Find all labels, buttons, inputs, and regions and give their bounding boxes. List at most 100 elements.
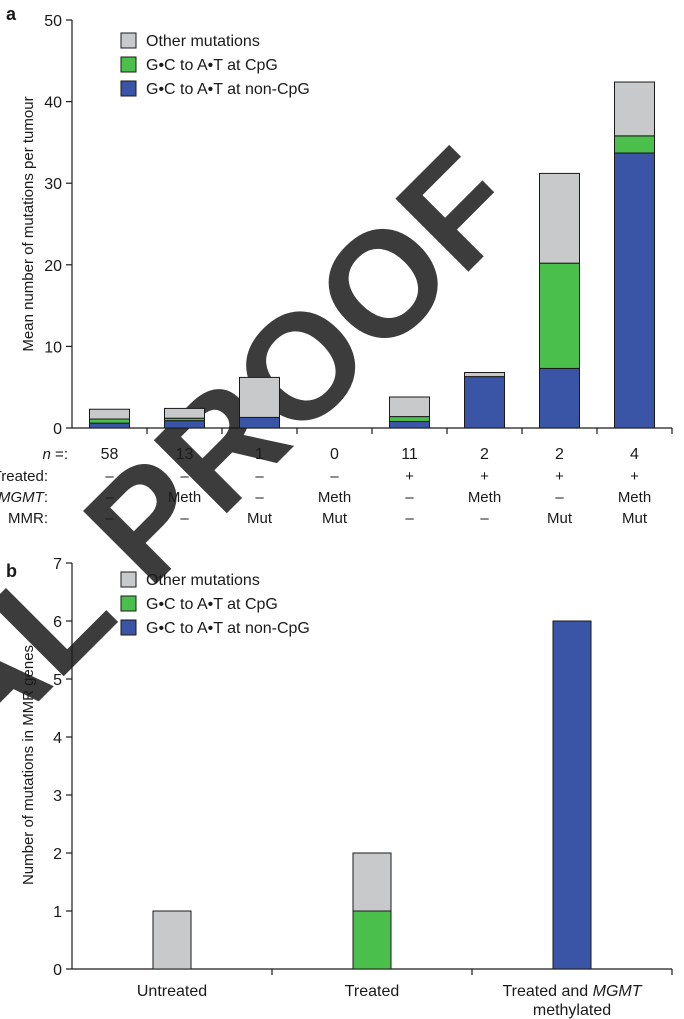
panel-b-x-tick-label: Treated <box>345 983 400 1000</box>
panel-a-cell: Meth <box>468 489 501 506</box>
panel-a-bar-segment <box>89 418 130 424</box>
panel-a-cell: – <box>255 468 264 485</box>
panel-b: b Number of mutations in MMR genes 0 1 2 3 4… <box>6 556 673 1019</box>
panel-a-bar-segment <box>164 407 205 419</box>
panel-b-legend-label: G•C to A•T at CpG <box>146 596 278 613</box>
panel-a-y-tick-label: 20 <box>44 258 62 275</box>
panel-a-bar-segment <box>239 416 280 429</box>
panel-b-bar-segment <box>352 852 392 912</box>
panel-b-y-tick-label: 2 <box>53 846 62 863</box>
panel-a-bars <box>89 81 655 429</box>
panel-b-bar-segment <box>352 910 392 970</box>
panel-a-legend-label: G•C to A•T at CpG <box>146 57 278 74</box>
panel-a-bar-segment <box>539 262 580 369</box>
panel-b-letter: b <box>6 561 17 581</box>
panel-a-cell: – <box>330 468 339 485</box>
panel-a-bar-segment <box>389 396 430 418</box>
panel-b-legend-label: Other mutations <box>146 572 260 589</box>
panel-b-legend-swatch <box>120 619 137 636</box>
panel-a-bar-segment <box>89 408 130 420</box>
panel-a-cell: 1 <box>255 446 264 463</box>
panel-b-y-axis-title: Number of mutations in MMR genes <box>20 645 37 885</box>
panel-a-cell: 13 <box>176 446 194 463</box>
panel-b-y-tick-label: 4 <box>53 730 62 747</box>
panel-b-bar-segment <box>152 910 192 970</box>
panel-b-legend-label: G•C to A•T at non-CpG <box>146 620 310 637</box>
panel-b-y-tick-label: 5 <box>53 672 62 689</box>
panel-a-cell: Meth <box>168 489 201 506</box>
panel-a-bar-segment <box>614 152 655 429</box>
panel-a-bar-segment <box>89 422 130 429</box>
panel-a-cell: 11 <box>401 446 418 463</box>
panel-a-legend-swatch <box>120 56 137 73</box>
panel-a-y-tick-label: 0 <box>53 421 62 438</box>
panel-a-cell: – <box>405 510 414 527</box>
panel-a-bar-segment <box>239 376 280 418</box>
panel-a-cell: + <box>480 468 489 485</box>
panel-a-bar-segment <box>389 420 430 429</box>
panel-a-bar-segment <box>464 376 505 429</box>
panel-a-bar-segment <box>539 367 580 429</box>
panel-a-cell: Mut <box>622 510 648 527</box>
panel-a-cell: – <box>480 510 489 527</box>
panel-a-y-tick-label: 50 <box>44 13 62 30</box>
panel-a-cell: – <box>405 489 414 506</box>
panel-a-cell: + <box>555 468 564 485</box>
panel-a-legend: Other mutations G•C to A•T at CpG G•C to A… <box>120 32 310 98</box>
watermark-text: AL PROOF <box>0 118 549 783</box>
panel-a-cell: – <box>180 510 189 527</box>
panel-b-x-tick-label: Treated and MGMT methylated <box>502 983 642 1019</box>
panel-a-row-label: MMR: <box>8 510 48 527</box>
panel-a-letter: a <box>6 4 17 24</box>
panel-a-bar-segment <box>614 81 655 137</box>
panel-a-cell: – <box>105 468 114 485</box>
panel-a-bar-segment <box>464 372 505 378</box>
panel-b-legend-swatch <box>120 595 137 612</box>
panel-b-x-tick-labels: Untreated Treated Treated and MGMT methylat… <box>137 983 643 1019</box>
panel-a-row-label: n =: <box>43 446 68 463</box>
panel-a-row-label: MGMT: <box>0 489 48 506</box>
panel-a-bar-segment <box>614 135 655 154</box>
panel-a-cell: Meth <box>618 489 651 506</box>
panel-a-y-tick-label: 30 <box>44 176 62 193</box>
panel-b-legend-swatch <box>120 571 137 588</box>
panel-a-cell: – <box>180 468 189 485</box>
panel-a-bar-segment <box>539 172 580 264</box>
panel-a-cell: – <box>105 489 114 506</box>
panel-a-legend-label: G•C to A•T at non-CpG <box>146 81 310 98</box>
panel-a-cell: Mut <box>547 510 573 527</box>
panel-b-y-tick-label: 3 <box>53 788 62 805</box>
panel-a-legend-label: Other mutations <box>146 33 260 50</box>
panel-a-y-tick-label: 40 <box>44 95 62 112</box>
panel-b-x-tick-label: Untreated <box>137 983 207 1000</box>
panel-a: a Mean number of mutations per tumour 0 1… <box>0 4 673 527</box>
panel-a-cell: 2 <box>555 446 564 463</box>
panel-a-condition-table: n =:58131011224Treated:––––++++MGMT:–Met… <box>0 446 651 527</box>
panel-b-bars <box>152 620 592 970</box>
panel-a-y-axis-title: Mean number of mutations per tumour <box>20 96 37 351</box>
panel-a-cell: Meth <box>318 489 351 506</box>
panel-b-y-tick-label: 1 <box>53 904 62 921</box>
panel-a-cell: + <box>630 468 639 485</box>
panel-a-y-tick-label: 10 <box>44 339 62 356</box>
panel-b-y-tick-label: 0 <box>53 962 62 979</box>
panel-a-cell: Mut <box>322 510 348 527</box>
panel-a-legend-swatch <box>120 80 137 97</box>
panel-a-cell: Mut <box>247 510 273 527</box>
panel-a-bar-segment <box>389 416 430 422</box>
panel-a-cell: 58 <box>101 446 119 463</box>
panel-a-cell: – <box>105 510 114 527</box>
panel-b-bar-segment <box>552 620 592 970</box>
panel-a-cell: + <box>405 468 414 485</box>
panel-a-cell: 0 <box>330 446 339 463</box>
panel-a-cell: – <box>555 489 564 506</box>
panel-b-legend: Other mutations G•C to A•T at CpG G•C to A… <box>120 571 310 637</box>
panel-a-bar-segment <box>164 420 205 429</box>
panel-b-y-tick-label: 6 <box>53 614 62 631</box>
panel-b-y-tick-label: 7 <box>53 556 62 573</box>
panel-a-cell: 4 <box>630 446 639 463</box>
panel-a-cell: – <box>255 489 264 506</box>
panel-a-legend-swatch <box>120 32 137 49</box>
panel-a-cell: 2 <box>480 446 489 463</box>
